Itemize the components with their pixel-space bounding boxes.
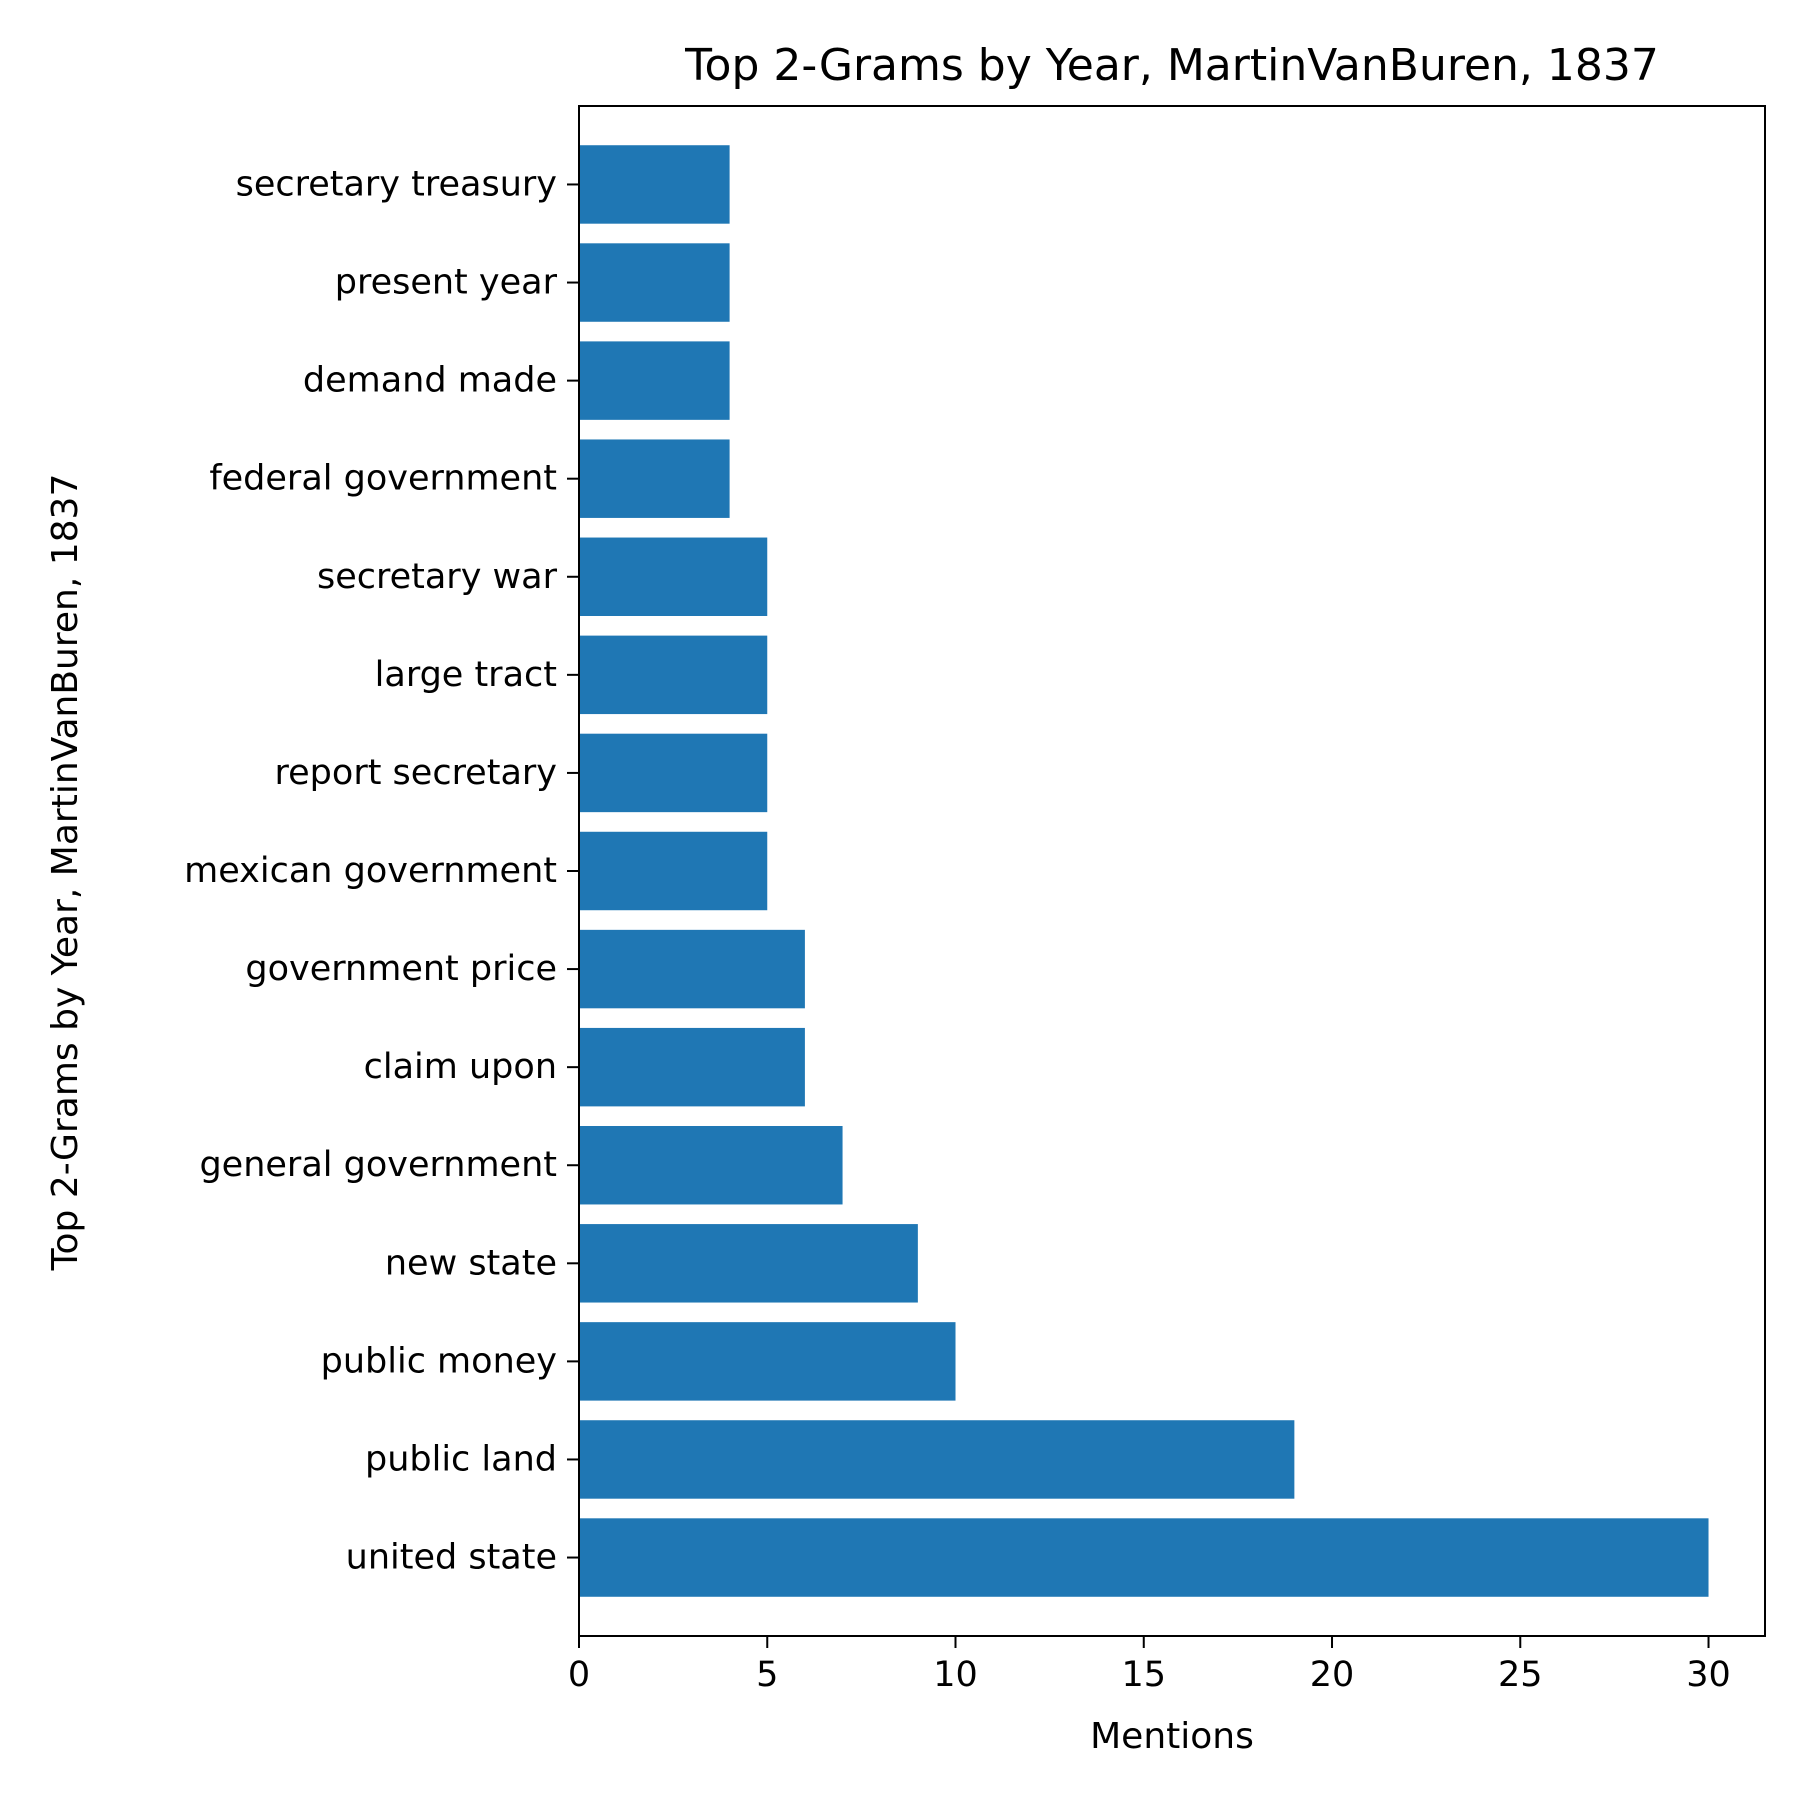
y-tick-label: federal government [209,459,557,499]
y-axis-ticks: united state public land public money new s… [184,164,579,1578]
x-tick-label: 30 [1686,1655,1731,1695]
y-tick-label: united state [346,1538,557,1578]
bar-large-tract [579,635,768,715]
bars-layer [579,145,1709,1597]
bar-government-price [579,929,805,1009]
y-tick-label: public money [321,1341,557,1381]
bar-public-money [579,1322,956,1401]
x-tick-label: 5 [756,1655,778,1695]
y-tick-label: present year [335,263,558,303]
x-tick-label: 0 [568,1655,590,1695]
y-tick-label: mexican government [184,851,557,891]
y-tick-label: general government [199,1145,557,1185]
bar-public-land [579,1420,1295,1499]
y-tick-label: public land [365,1439,557,1479]
bar-claim-upon [579,1027,805,1107]
y-tick-label: report secretary [275,753,557,793]
bar-new-state [579,1224,918,1303]
y-tick-label: secretary war [317,557,558,597]
y-tick-label: claim upon [364,1047,557,1087]
y-tick-label: secretary treasury [236,164,557,204]
x-tick-label: 10 [933,1655,978,1695]
bar-secretary-treasury [579,145,730,224]
x-axis-label: Mentions [1090,1716,1254,1757]
bar-mexican-government [579,831,768,911]
plot-frame [578,105,1766,1637]
x-tick-label: 25 [1498,1655,1543,1695]
chart-title: Top 2-Grams by Year, MartinVanBuren, 183… [684,40,1659,91]
bar-united-state [579,1518,1709,1597]
bar-federal-government [579,439,730,518]
bar-general-government [579,1126,843,1205]
x-tick-label: 20 [1310,1655,1355,1695]
bar-present-year [579,243,730,322]
bar-secretary-war [579,537,768,616]
bar-demand-made [579,341,730,420]
y-axis-label: Top 2-Grams by Year, MartinVanBuren, 183… [45,474,86,1272]
y-tick-label: new state [385,1243,557,1283]
x-tick-label: 15 [1121,1655,1166,1695]
y-tick-label: demand made [303,361,557,401]
y-tick-label: large tract [375,655,557,695]
bar-report-secretary [579,733,768,813]
y-tick-label: government price [245,949,557,989]
x-axis-ticks: 0 5 10 15 20 25 30 [568,1636,1731,1695]
